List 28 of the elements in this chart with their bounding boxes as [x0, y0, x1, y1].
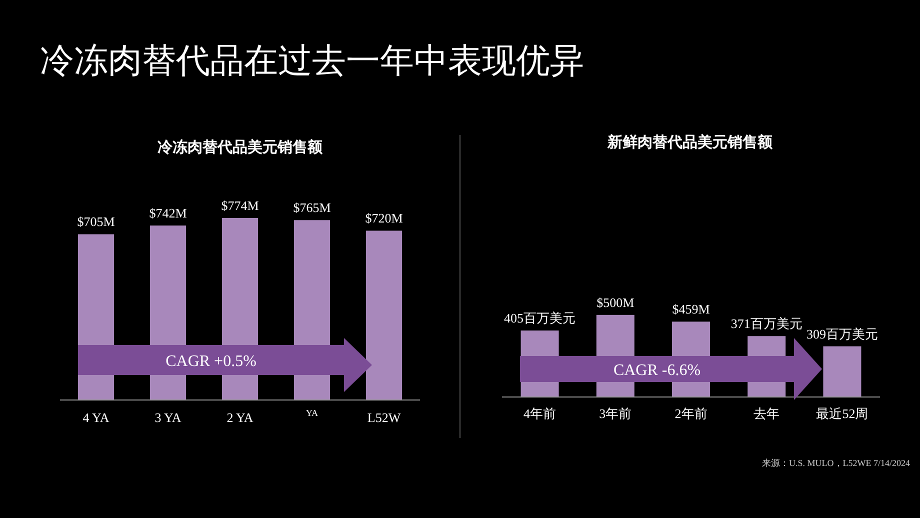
data-label: $720M	[365, 210, 404, 226]
x-tick-label: L52W	[367, 410, 402, 425]
data-label: $765M	[293, 200, 332, 216]
x-tick-label: 4年前	[524, 406, 556, 421]
data-label: 371百万美元	[730, 316, 802, 332]
bar	[366, 230, 402, 400]
annotation: CAGR -6.6%	[613, 362, 701, 379]
chart-subtitle: 新鲜肉替代品美元销售额	[606, 133, 774, 151]
x-tick-label: YA	[306, 408, 318, 418]
data-label: $742M	[149, 206, 188, 221]
x-tick-label: 4 YA	[82, 410, 110, 425]
data-label: $705M	[77, 214, 116, 230]
data-label: 309百万美元	[806, 326, 878, 342]
annotation: CAGR +0.5%	[166, 353, 256, 370]
x-tick-label: 去年	[754, 406, 780, 421]
source-note: 来源：U.S. MULO，L52WE 7/14/2024	[762, 458, 910, 468]
data-label: $774M	[221, 198, 260, 213]
data-label: $459M	[672, 302, 710, 317]
data-label: 405百万美元	[504, 310, 576, 326]
x-tick-label: 最近52周	[816, 406, 868, 421]
x-tick-label: 3 YA	[154, 410, 182, 425]
chart-title: 冷冻肉替代品在过去一年中表现优异	[40, 42, 584, 80]
x-tick-label: 2年前	[674, 406, 708, 421]
x-tick-label: 2 YA	[226, 410, 254, 425]
data-label: $500M	[596, 294, 635, 310]
x-tick-label: 3年前	[599, 406, 632, 421]
chart-subtitle: 冷冻肉替代品美元销售额	[158, 138, 324, 156]
bar	[823, 346, 862, 397]
